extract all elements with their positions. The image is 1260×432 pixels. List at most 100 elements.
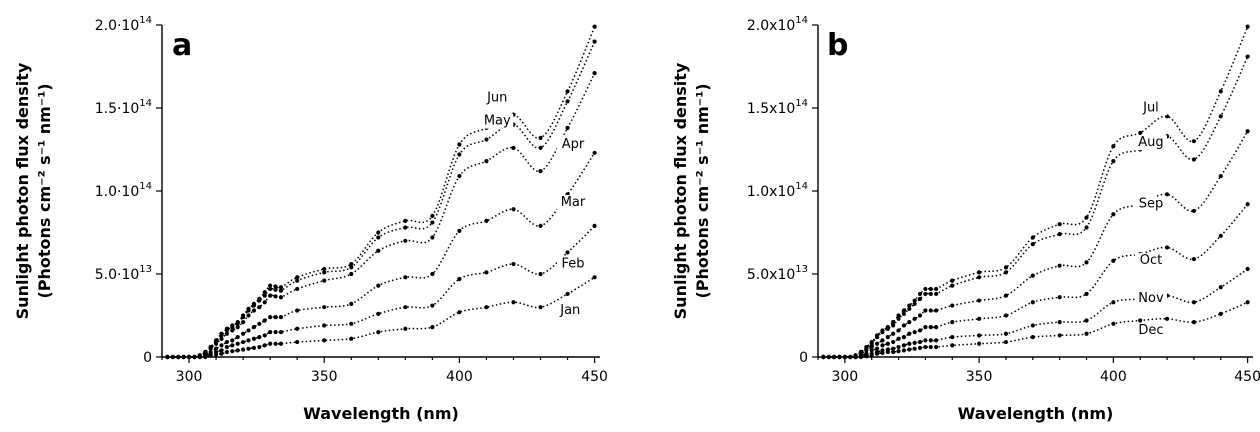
data-point: [1003, 270, 1009, 275]
data-point: [235, 341, 240, 346]
data-point: [241, 347, 246, 352]
data-point: [511, 207, 516, 212]
data-point: [257, 344, 262, 350]
data-point: [874, 341, 880, 346]
data-point: [848, 354, 853, 360]
data-point: [1003, 331, 1009, 336]
data-point: [874, 351, 880, 356]
data-point: [349, 271, 354, 277]
data-point: [246, 346, 251, 351]
data-point: [1057, 295, 1062, 300]
series-label: Jan: [559, 303, 580, 318]
series-line: [823, 26, 1249, 358]
y-tick-label: 1.5x1014: [747, 98, 808, 117]
data-point: [885, 334, 890, 340]
data-point: [923, 325, 928, 330]
data-point: [181, 354, 186, 360]
data-point: [907, 341, 912, 346]
x-tick-label: 350: [966, 369, 993, 385]
data-point: [251, 345, 257, 350]
data-point: [235, 321, 240, 326]
data-point: [891, 349, 896, 355]
series-line: [167, 41, 596, 358]
data-point: [977, 341, 982, 346]
data-point: [912, 316, 917, 321]
series-jun: Jun: [165, 24, 597, 360]
data-point: [251, 303, 257, 308]
data-point: [278, 285, 284, 290]
data-point: [934, 308, 939, 313]
data-point: [430, 303, 435, 308]
data-point: [457, 152, 462, 157]
data-point: [1003, 313, 1009, 318]
data-point: [273, 341, 278, 346]
data-point: [278, 315, 284, 320]
data-point: [538, 168, 543, 174]
data-point: [403, 326, 408, 331]
data-point: [349, 265, 354, 270]
data-point: [1030, 334, 1035, 340]
series-label: Jul: [1142, 100, 1159, 115]
x-tick-label: 450: [1234, 369, 1260, 385]
data-point: [977, 298, 982, 303]
data-point: [592, 39, 597, 44]
data-point: [928, 291, 933, 297]
data-point: [484, 137, 489, 142]
data-point: [901, 343, 907, 348]
data-point: [257, 321, 262, 326]
data-point: [457, 173, 462, 179]
series-label-bg: [1134, 196, 1167, 212]
y-axis-title: Sunlight photon flux density: [13, 62, 32, 319]
data-point: [842, 354, 847, 360]
data-point: [349, 336, 354, 341]
data-point: [1245, 24, 1250, 29]
data-point: [950, 278, 955, 283]
data-point: [874, 346, 880, 351]
data-point: [224, 344, 229, 350]
data-point: [1084, 260, 1089, 265]
data-point: [257, 298, 262, 303]
series-may: May: [165, 39, 597, 360]
data-point: [1138, 130, 1143, 135]
data-point: [1245, 300, 1250, 305]
data-point: [430, 235, 435, 240]
data-point: [912, 298, 917, 303]
series-jan: Jan: [165, 275, 597, 360]
data-point: [1111, 144, 1116, 149]
data-point: [322, 323, 327, 328]
data-point: [273, 294, 278, 299]
data-point: [457, 310, 462, 315]
data-point: [430, 220, 435, 225]
x-tick-label: 400: [446, 369, 473, 385]
data-point: [511, 261, 516, 267]
data-point: [538, 271, 543, 277]
data-point: [934, 338, 939, 343]
data-point: [295, 286, 300, 292]
series-line: [823, 130, 1249, 358]
data-point: [295, 308, 300, 313]
data-point: [928, 286, 933, 292]
data-point: [901, 348, 907, 353]
data-point: [1003, 293, 1009, 298]
y-axis-title: Sunlight photon flux density: [671, 62, 690, 319]
data-point: [869, 348, 874, 353]
data-point: [977, 275, 982, 280]
series-label-bg: [1134, 253, 1167, 269]
data-point: [917, 345, 923, 350]
data-point: [858, 354, 864, 360]
data-point: [891, 323, 896, 328]
series-nov: Nov: [821, 266, 1250, 360]
data-point: [565, 89, 570, 94]
data-point: [538, 305, 543, 310]
data-point: [257, 305, 262, 310]
data-point: [322, 278, 327, 283]
data-point: [1245, 129, 1250, 134]
data-point: [376, 230, 381, 235]
data-point: [1030, 235, 1035, 240]
data-point: [484, 159, 489, 164]
data-point: [230, 328, 235, 333]
data-point: [950, 334, 955, 340]
axis-frame: [161, 25, 600, 358]
data-point: [430, 271, 435, 277]
data-point: [565, 99, 570, 104]
